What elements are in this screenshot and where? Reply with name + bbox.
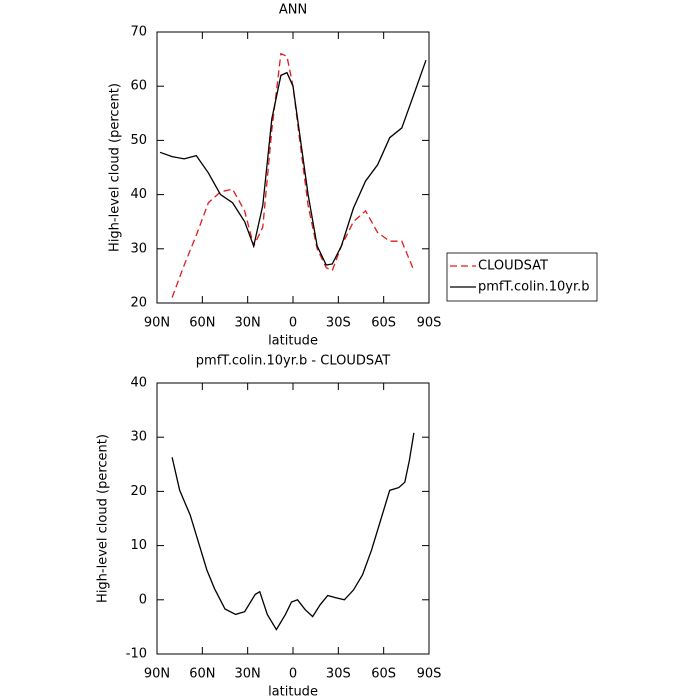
y-tick-label: 50 bbox=[130, 133, 147, 148]
x-tick-label: 60S bbox=[371, 667, 396, 682]
x-tick-label: 60N bbox=[189, 316, 215, 331]
data-line bbox=[171, 432, 415, 631]
chart-title: pmfT.colin.10yr.b - CLOUDSAT bbox=[196, 354, 390, 369]
x-tick-label: 0 bbox=[289, 667, 297, 682]
x-tick-label: 30S bbox=[326, 667, 351, 682]
x-tick-label: 30N bbox=[235, 667, 261, 682]
y-tick-label: 70 bbox=[130, 25, 147, 40]
x-tick-label: 0 bbox=[289, 316, 297, 331]
y-tick-label: 30 bbox=[130, 430, 147, 445]
x-tick-label: 90S bbox=[417, 316, 442, 331]
y-tick-label: 40 bbox=[130, 187, 147, 202]
x-tick-label: 90S bbox=[417, 667, 442, 682]
y-tick-label: -10 bbox=[126, 647, 147, 662]
legend-box bbox=[446, 252, 598, 302]
y-tick-label: 60 bbox=[130, 79, 147, 94]
x-axis-label: latitude bbox=[268, 685, 318, 700]
y-tick-label: 20 bbox=[130, 484, 147, 499]
plot-frame bbox=[156, 382, 430, 655]
x-tick-label: 30N bbox=[235, 316, 261, 331]
data-line bbox=[159, 59, 427, 266]
y-tick-label: 40 bbox=[130, 376, 147, 391]
x-tick-label: 60N bbox=[189, 667, 215, 682]
x-tick-label: 90N bbox=[144, 316, 170, 331]
x-tick-label: 30S bbox=[326, 316, 351, 331]
x-tick-label: 60S bbox=[371, 316, 396, 331]
legend-label: pmfT.colin.10yr.b bbox=[478, 280, 590, 295]
legend-label: CLOUDSAT bbox=[478, 259, 548, 274]
y-tick-label: 0 bbox=[139, 592, 147, 607]
plot-frame bbox=[156, 31, 430, 304]
y-axis-label: High-level cloud (percent) bbox=[96, 434, 111, 603]
y-axis-label: High-level cloud (percent) bbox=[108, 83, 123, 252]
y-tick-label: 20 bbox=[130, 296, 147, 311]
x-tick-label: 90N bbox=[144, 667, 170, 682]
y-tick-label: 10 bbox=[130, 538, 147, 553]
y-tick-label: 30 bbox=[130, 241, 147, 256]
x-axis-label: latitude bbox=[268, 334, 318, 349]
chart-title: ANN bbox=[279, 3, 307, 18]
